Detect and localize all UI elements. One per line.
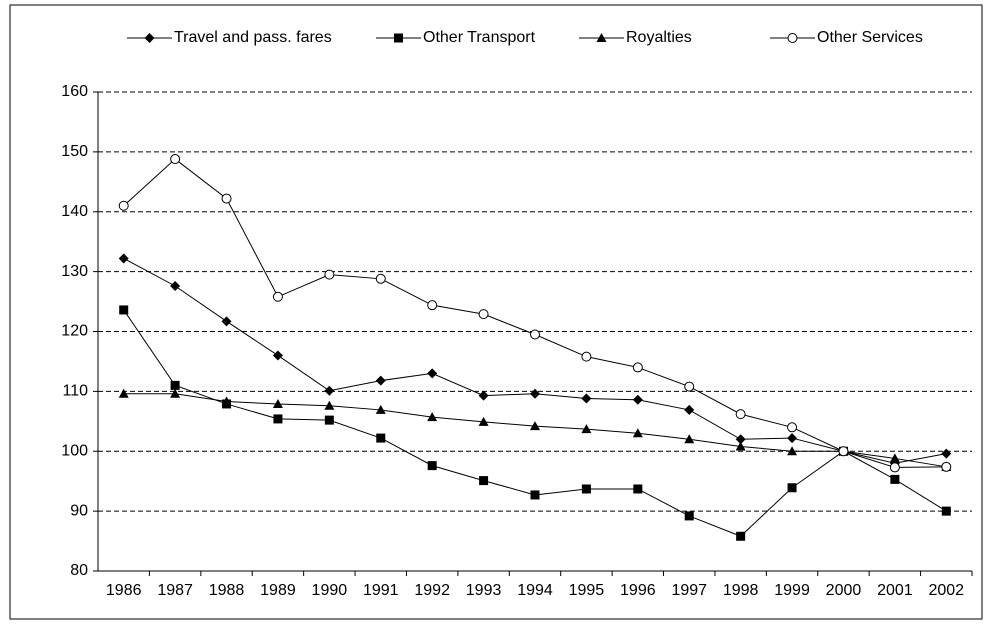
y-tick-label: 160 bbox=[61, 83, 88, 100]
legend-marker bbox=[144, 33, 155, 43]
x-tick-label: 1998 bbox=[723, 582, 759, 599]
y-tick-label: 130 bbox=[61, 263, 88, 280]
data-point bbox=[170, 380, 180, 390]
data-point bbox=[735, 409, 746, 420]
legend-label: Travel and pass. fares bbox=[174, 29, 332, 46]
x-tick-label: 1995 bbox=[569, 582, 605, 599]
x-tick-label: 1999 bbox=[774, 582, 810, 599]
data-point bbox=[479, 476, 489, 486]
data-point bbox=[787, 433, 798, 444]
x-tick-label: 2002 bbox=[928, 582, 964, 599]
data-point bbox=[221, 316, 232, 327]
data-point bbox=[170, 154, 181, 165]
data-point bbox=[221, 396, 232, 406]
data-point bbox=[427, 412, 438, 422]
data-point bbox=[838, 446, 849, 457]
y-tick-label: 120 bbox=[61, 323, 88, 340]
data-point bbox=[941, 506, 951, 516]
data-point bbox=[324, 385, 335, 396]
data-point bbox=[170, 280, 181, 291]
legend-marker bbox=[787, 33, 798, 43]
x-tick-label: 2001 bbox=[877, 582, 913, 599]
data-point bbox=[684, 511, 694, 521]
data-point bbox=[735, 434, 746, 445]
data-point bbox=[375, 375, 386, 386]
x-tick-label: 1997 bbox=[671, 582, 707, 599]
data-point bbox=[530, 421, 540, 431]
y-tick-label: 150 bbox=[61, 143, 88, 160]
data-point bbox=[890, 474, 900, 484]
x-tick-label: 1987 bbox=[157, 582, 193, 599]
x-tick-label: 1990 bbox=[312, 582, 348, 599]
data-point bbox=[427, 368, 438, 379]
data-point bbox=[787, 446, 798, 456]
data-point bbox=[478, 390, 489, 401]
data-point bbox=[375, 404, 386, 414]
data-point bbox=[324, 269, 335, 280]
x-tick-label: 1993 bbox=[466, 582, 502, 599]
x-tick-label: 1989 bbox=[260, 582, 296, 599]
data-point bbox=[376, 433, 386, 443]
x-tick-label: 1991 bbox=[363, 582, 399, 599]
data-point bbox=[787, 422, 798, 433]
x-tick-label: 1992 bbox=[414, 582, 450, 599]
data-point bbox=[530, 490, 540, 500]
data-point bbox=[118, 388, 129, 398]
data-point bbox=[581, 351, 592, 362]
data-point bbox=[787, 483, 797, 493]
data-point bbox=[119, 305, 129, 315]
data-point bbox=[478, 416, 489, 426]
data-point bbox=[427, 461, 437, 471]
x-tick-label: 1986 bbox=[106, 582, 142, 599]
data-point bbox=[736, 531, 746, 541]
chart-border bbox=[9, 4, 983, 620]
legend-marker bbox=[596, 33, 607, 42]
data-point bbox=[272, 291, 283, 302]
data-point bbox=[375, 273, 386, 284]
x-tick-label: 1996 bbox=[620, 582, 656, 599]
legend-label: Other Transport bbox=[423, 29, 536, 46]
y-tick-label: 80 bbox=[70, 562, 88, 579]
y-tick-label: 90 bbox=[70, 502, 88, 519]
y-tick-label: 100 bbox=[61, 442, 88, 459]
x-tick-label: 2000 bbox=[826, 582, 862, 599]
data-point bbox=[632, 428, 643, 438]
data-point bbox=[427, 300, 438, 311]
data-point bbox=[684, 381, 695, 392]
data-point bbox=[684, 434, 695, 444]
data-point bbox=[324, 415, 334, 425]
legend-marker bbox=[394, 33, 403, 43]
data-point bbox=[273, 414, 283, 424]
data-point bbox=[581, 424, 592, 434]
data-point bbox=[478, 309, 489, 320]
data-point bbox=[735, 441, 746, 451]
data-point bbox=[170, 388, 181, 398]
data-point bbox=[221, 193, 232, 204]
y-tick-label: 140 bbox=[61, 203, 88, 220]
data-point bbox=[889, 462, 900, 473]
data-point bbox=[272, 350, 283, 361]
y-tick-label: 110 bbox=[62, 383, 88, 400]
data-point bbox=[272, 398, 283, 408]
x-tick-label: 1988 bbox=[209, 582, 245, 599]
data-point bbox=[632, 394, 643, 405]
data-point bbox=[684, 404, 695, 415]
data-point bbox=[118, 253, 129, 264]
data-point bbox=[889, 453, 900, 463]
data-point bbox=[632, 362, 643, 373]
data-point bbox=[530, 329, 540, 340]
data-point bbox=[581, 393, 592, 404]
data-point bbox=[941, 461, 952, 472]
legend-label: Other Services bbox=[817, 29, 923, 46]
data-point bbox=[941, 448, 952, 459]
x-tick-label: 1994 bbox=[517, 582, 553, 599]
legend-label: Royalties bbox=[626, 29, 692, 46]
data-point bbox=[581, 484, 591, 494]
data-point bbox=[118, 200, 129, 211]
data-point bbox=[530, 388, 540, 399]
data-point bbox=[324, 400, 335, 410]
data-point bbox=[633, 484, 643, 494]
